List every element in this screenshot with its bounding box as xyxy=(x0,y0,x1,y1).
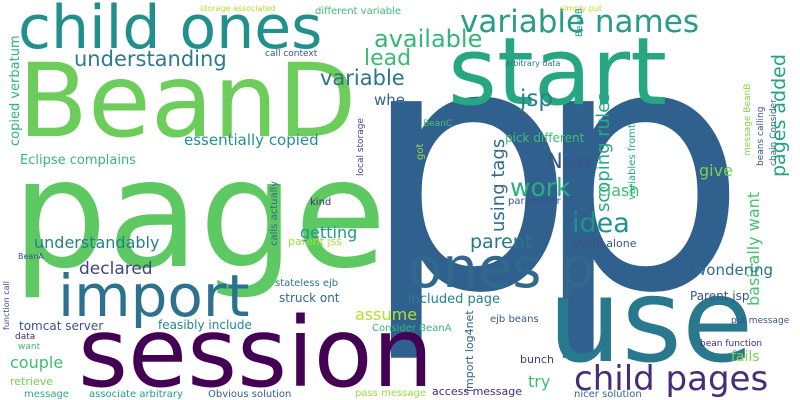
word: pick different xyxy=(505,131,585,145)
word: understanding xyxy=(74,47,227,71)
word: clash xyxy=(598,181,640,200)
word: page xyxy=(12,128,387,302)
word: storage associated xyxy=(200,4,276,13)
word: tomcat server xyxy=(19,319,103,333)
word: included page xyxy=(408,292,500,307)
word: function call xyxy=(2,281,11,330)
word: import log4net xyxy=(463,310,476,392)
word: import xyxy=(58,262,250,330)
word: Consider BeanA xyxy=(372,323,452,334)
word: arbitrary data xyxy=(505,59,561,68)
word: feasibly include xyxy=(158,318,252,332)
word: jsp xyxy=(519,86,553,112)
word: Obvious solution xyxy=(208,389,291,400)
word: wondering xyxy=(694,261,773,279)
word: local storage xyxy=(356,118,366,176)
word: lead xyxy=(364,46,411,71)
word: using tags xyxy=(488,139,509,232)
word: pass message xyxy=(355,388,426,399)
word: use xyxy=(548,254,753,389)
word: struck ont xyxy=(279,291,340,305)
word: ones p xyxy=(408,236,595,301)
word: message xyxy=(24,389,69,400)
word: assume xyxy=(355,305,417,324)
word: access message xyxy=(432,385,522,398)
word: calls actually xyxy=(269,181,280,246)
word: p xyxy=(360,0,576,368)
word: beans calling xyxy=(756,107,766,166)
word: got xyxy=(415,144,426,160)
word: getting xyxy=(300,223,357,242)
word: retrieve xyxy=(10,375,53,388)
word: variable xyxy=(320,66,405,90)
word: try xyxy=(528,372,550,391)
word: p xyxy=(532,0,748,368)
word: couple xyxy=(10,353,63,372)
word: Now xyxy=(547,149,593,173)
word: kind xyxy=(310,197,331,208)
word: stand alone xyxy=(572,237,637,250)
word: start xyxy=(448,18,667,127)
word: Eclipse complains xyxy=(20,153,136,168)
word: child ones xyxy=(18,0,322,63)
word: stateless ejb xyxy=(275,278,338,289)
word: work xyxy=(510,173,571,202)
word: scoping rules xyxy=(593,92,614,212)
word: essentially copied xyxy=(184,131,319,149)
word: put message xyxy=(731,316,790,326)
word: give xyxy=(699,161,733,180)
word: different variable xyxy=(315,6,401,17)
word: copied verbatum xyxy=(8,35,23,146)
word: available xyxy=(374,25,482,53)
word: simply put xyxy=(560,4,602,13)
word: variable names xyxy=(460,4,699,40)
word: BeanA xyxy=(18,252,44,261)
word: message BeanB xyxy=(743,84,753,156)
word: ejb beans xyxy=(490,314,539,325)
word: parent xyxy=(470,231,532,253)
word: child pages xyxy=(574,359,768,399)
word: declared xyxy=(79,259,153,279)
word: bean function xyxy=(700,339,762,349)
word: parent jss xyxy=(288,235,342,248)
word: chain Consider xyxy=(769,99,779,166)
word: idea xyxy=(572,208,630,239)
word: session xyxy=(78,297,433,400)
word: basically want xyxy=(744,192,763,306)
word: Parent jsp xyxy=(690,289,749,303)
word: call context xyxy=(265,49,318,59)
word: associate arbitrary xyxy=(89,389,183,400)
word: BeanC xyxy=(423,119,452,129)
word: fails xyxy=(731,349,760,365)
word: want xyxy=(18,342,41,352)
word: BeanB xyxy=(575,8,585,37)
word: data xyxy=(15,332,35,342)
word: variables fromt xyxy=(627,124,638,200)
word: pages added xyxy=(768,54,790,177)
word: understandably xyxy=(34,233,159,252)
word: nicer solution xyxy=(574,389,642,400)
word: BeanD xyxy=(18,42,356,161)
word: parameter xyxy=(508,196,562,207)
word: whe xyxy=(374,91,405,109)
word: bunch xyxy=(520,353,554,366)
